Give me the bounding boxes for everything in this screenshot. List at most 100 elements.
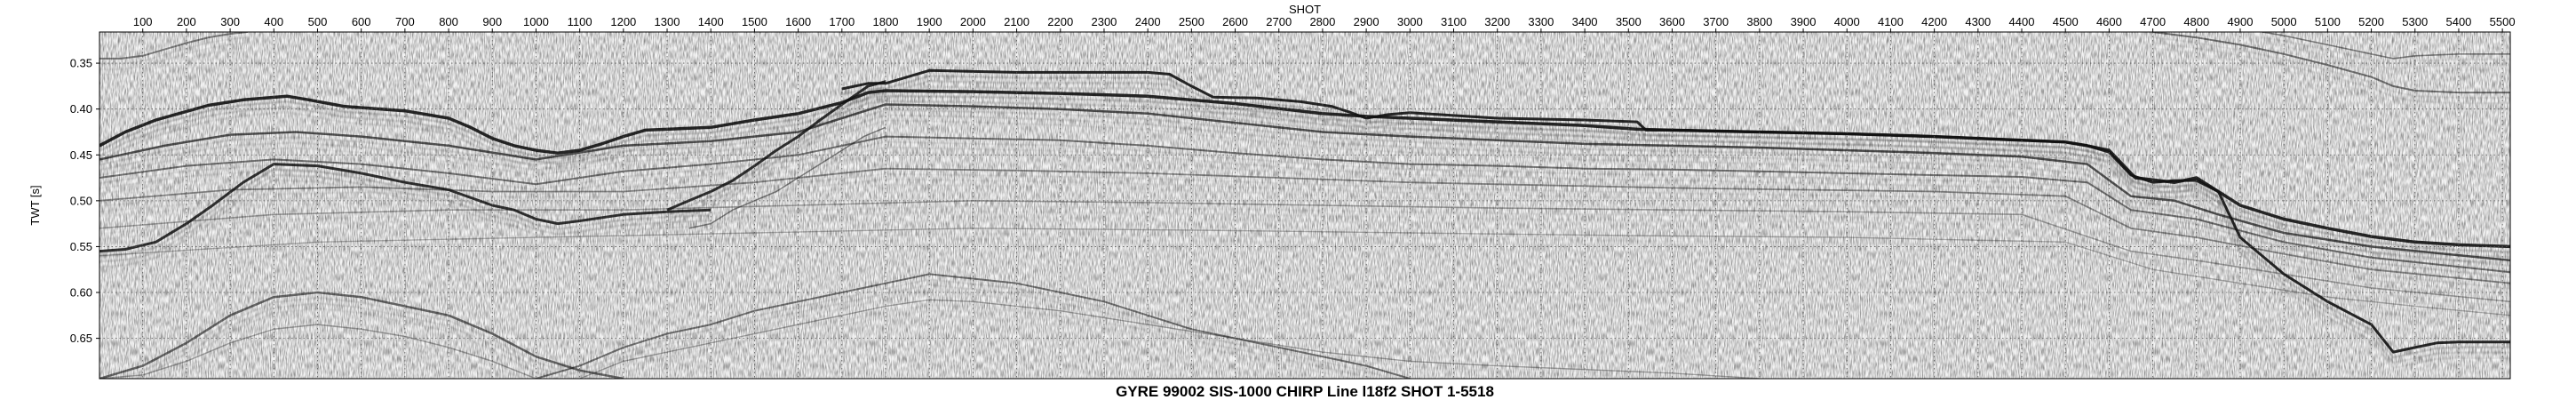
reflector-echo [99,184,2510,300]
x-tick-label: 3100 [1441,15,1467,28]
reflector-echo [133,302,574,379]
reflector-horizon-11 [1410,111,2220,193]
x-tick-label: 4800 [2183,15,2209,28]
x-tick-label: 2000 [960,15,986,28]
x-axis-ticks: 100 200 300 400 500 600 700 800 900 1000 1100 1200 1… [133,15,2516,32]
x-tick-label: 4400 [2009,15,2035,28]
x-tick-label: 800 [439,15,458,28]
reflector-echo [1410,117,2219,198]
reflector-echo [2262,36,2510,65]
y-axis-ticks: 0.35 0.40 0.45 0.50 0.55 0.60 0.65 [70,57,99,345]
reflector-echo [99,147,2510,284]
x-tick-label: 3700 [1703,15,1729,28]
x-tick-label: 3500 [1616,15,1642,28]
reflector-echo [841,80,1411,130]
x-tick-label: 2200 [1047,15,1073,28]
reflector-echo [841,85,1411,135]
reflector-echo [666,92,886,221]
x-tick-label: 3000 [1397,15,1423,28]
x-tick-label: 2600 [1222,15,1248,28]
x-tick-label: 4000 [1834,15,1860,28]
x-tick-label: 3200 [1484,15,1510,28]
y-tick-label: 0.45 [70,148,92,162]
reflector-echo [2217,202,2510,364]
grid [99,32,2510,379]
x-tick-label: 500 [308,15,328,28]
reflector-echo [99,238,2510,327]
reflector-horizon-9 [688,126,886,229]
x-tick-label: 400 [264,15,283,28]
x-tick-label: 1700 [829,15,855,28]
reflector-horizon-4 [99,167,2510,284]
x-tick-label: 2300 [1091,15,1117,28]
reflector-horizon-10 [841,68,1411,120]
x-tick-label: 900 [482,15,502,28]
y-tick-label: 0.55 [70,240,92,253]
x-tick-label: 2400 [1135,15,1161,28]
y-tick-label: 0.65 [70,332,92,345]
x-tick-label: 1200 [610,15,636,28]
x-tick-label: 700 [395,15,415,28]
reflector-echo [99,47,248,76]
reflector-echo [2152,47,2510,109]
x-tick-label: 2100 [1004,15,1030,28]
reflector-echo [2152,36,2510,99]
x-tick-label: 1100 [568,15,592,28]
x-tick-label: 4200 [1921,15,1947,28]
reflector-echo [163,334,511,379]
x-tick-label: 5100 [2315,15,2341,28]
x-tick-label: 5300 [2402,15,2428,28]
x-tick-label: 3400 [1572,15,1598,28]
y-tick-label: 0.50 [70,194,92,207]
y-tick-label: 0.40 [70,102,92,116]
noise-texture [99,32,2510,379]
reflector-echo [618,315,1443,379]
reflector-echo [666,97,886,227]
x-tick-label: 200 [177,15,196,28]
x-tick-label: 4900 [2228,15,2254,28]
seismic-noise-texture [99,32,2510,379]
reflector-horizon-19 [2262,32,2510,60]
x-tick-label: 4300 [1965,15,1991,28]
x-tick-label: 3600 [1659,15,1685,28]
chart-title: GYRE 99002 SIS-1000 CHIRP Line l18f2 SHO… [1116,383,1494,400]
reflector-echo [99,205,2510,308]
reflector-horizon-17 [99,32,248,60]
reflector-horizon-18 [2152,32,2510,94]
reflector-echo [688,132,886,235]
reflector-echo [666,86,886,216]
reflector-echo [99,244,2510,332]
x-tick-label: 2500 [1179,15,1205,28]
plot-frame [99,31,2511,380]
x-tick-label: 4100 [1878,15,1904,28]
x-tick-label: 1900 [917,15,942,28]
x-tick-label: 4600 [2096,15,2122,28]
reflector-echo [2152,42,2510,104]
x-tick-label: 5000 [2271,15,2297,28]
reflector-echo [2217,196,2510,358]
reflector-echo [2262,47,2510,76]
y-tick-label: 0.60 [70,286,92,300]
x-tick-label: 600 [352,15,371,28]
reflector-horizon-12 [2217,190,2510,354]
x-tick-label: 5200 [2358,15,2384,28]
x-tick-label: 300 [220,15,240,28]
y-axis-title: TWT [s] [28,185,42,225]
x-tick-label: 3300 [1528,15,1554,28]
x-tick-label: 1400 [698,15,724,28]
reflector-echo [2217,207,2510,369]
x-tick-label: 2700 [1266,15,1292,28]
reflector-horizon-15 [536,273,1411,379]
y-tick-label: 0.35 [70,57,92,70]
reflector-echo [147,329,524,379]
x-axis-title: SHOT [1289,3,1321,16]
reflector-echo [99,211,2510,313]
x-tick-label: 1600 [785,15,811,28]
reflector-echo [2262,42,2510,70]
x-tick-label: 2900 [1354,15,1379,28]
x-tick-label: 2800 [1309,15,1335,28]
reflector-echo [1410,128,2219,209]
reflector-echo [99,42,248,70]
reflector-echo [841,75,1411,124]
